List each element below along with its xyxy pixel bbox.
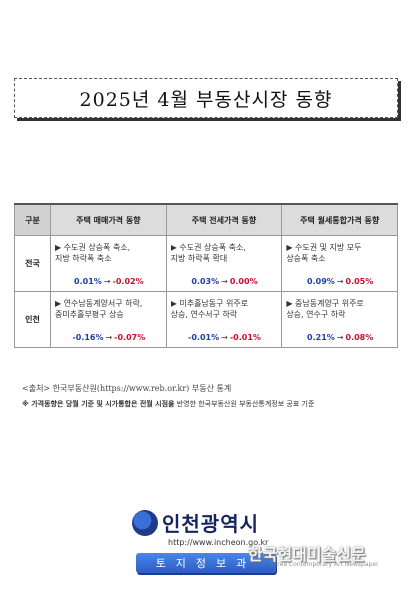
arrow-icon: → — [221, 277, 228, 286]
change-value: 0.09% → 0.05% — [286, 277, 394, 286]
change-from: 0.09% — [307, 277, 335, 286]
cell-desc: ▶ 수도권 상승폭 축소, 지방 하락폭 축소 — [55, 242, 163, 266]
cell-desc: ▶ 중남동계양구 위주로 상승, 연수구 하락 — [286, 298, 394, 322]
desc-line: 중미추홀부평구 상승 — [55, 310, 124, 319]
change-value: 0.03% → 0.00% — [171, 277, 279, 286]
table-header-row: 구분 주택 매매가격 동향 주택 전세가격 동향 주택 월세통합가격 동향 — [14, 203, 398, 236]
change-to: 0.00% — [229, 277, 258, 286]
change-value: 0.21% → 0.08% — [286, 333, 394, 342]
desc-line: 상승, 연수서구 하락 — [170, 310, 238, 319]
arrow-icon: → — [103, 277, 111, 286]
source-citation: <출처> 한국부동산원(https://www.reb.or.kr) 부동산 통… — [22, 384, 232, 393]
footnote: ※ 가격동향은 당월 기준 및 시가통합은 전월 시점을 반영한 한국부동산원 … — [22, 399, 314, 409]
cell-national-sale: ▶ 수도권 상승폭 축소, 지방 하락폭 축소 0.01% → -0.02% — [50, 235, 167, 292]
logo-url: http://www.incheon.go.kr — [168, 538, 269, 547]
change-from: -0.01% — [188, 333, 220, 342]
desc-line: 상승, 연수구 하락 — [286, 310, 346, 319]
change-to: -0.02% — [112, 277, 144, 286]
desc-line: 상승폭 축소 — [286, 254, 326, 263]
header-jeonse-price: 주택 전세가격 동향 — [165, 203, 283, 236]
header-sale-price: 주택 매매가격 동향 — [50, 203, 167, 236]
arrow-icon: → — [105, 333, 113, 342]
change-value: -0.01% → -0.01% — [171, 333, 279, 342]
page-title: 2025년 4월 부동산시장 동향 — [79, 88, 333, 111]
change-from: 0.21% — [307, 333, 335, 342]
desc-line: ▶ 수도권 상승폭 축소, — [170, 243, 246, 252]
arrow-icon: → — [336, 333, 344, 342]
desc-line: ▶ 수도권 및 지방 모두 — [286, 243, 362, 252]
desc-line: ▶ 미추홀남동구 위주로 — [170, 299, 249, 308]
footnote-prefix: ※ 가격동향은 당월 기준 — [22, 400, 95, 408]
cell-desc: ▶ 수도권 상승폭 축소, 지방 하락폭 확대 — [171, 242, 279, 266]
change-to: -0.01% — [229, 333, 261, 342]
table-row-national: 전국 ▶ 수도권 상승폭 축소, 지방 하락폭 축소 0.01% → -0.02% … — [14, 235, 398, 292]
desc-line: 지방 하락폭 축소 — [55, 254, 112, 263]
cell-incheon-jeonse: ▶ 미추홀남동구 위주로 상승, 연수서구 하락 -0.01% → -0.01% — [165, 291, 283, 348]
change-from: -0.16% — [72, 333, 104, 342]
city-emblem-icon — [132, 510, 158, 536]
arrow-icon: → — [336, 277, 344, 286]
logo-name: 인천광역시 — [162, 512, 259, 536]
department-bar: 토지정보과 — [136, 553, 276, 573]
desc-line: 지방 하락폭 확대 — [170, 254, 228, 263]
cell-national-rent: ▶ 수도권 및 지방 모두 상승폭 축소 0.09% → 0.05% — [281, 235, 398, 292]
incheon-logo: 인천광역시 http://www.incheon.go.kr 토지정보과 — [132, 508, 292, 578]
desc-line: ▶ 중남동계양구 위주로 — [286, 299, 364, 308]
footnote-mid: 및 시가통합은 전월 시점을 — [96, 400, 175, 408]
change-to: -0.07% — [114, 333, 146, 342]
watermark: 한국현대미술신문 — [248, 545, 366, 564]
change-from: 0.03% — [191, 277, 220, 286]
cell-incheon-rent: ▶ 중남동계양구 위주로 상승, 연수구 하락 0.21% → 0.08% — [281, 291, 398, 348]
cell-national-jeonse: ▶ 수도권 상승폭 축소, 지방 하락폭 확대 0.03% → 0.00% — [165, 235, 283, 292]
watermark-subtitle: Korea Contemporary Art Newspaper — [270, 561, 379, 568]
cell-desc: ▶ 연수남동계양서구 하락, 중미추홀부평구 상승 — [55, 298, 163, 322]
table-row-incheon: 인천 ▶ 연수남동계양서구 하락, 중미추홀부평구 상승 -0.16% → -0.0… — [14, 291, 398, 348]
change-from: 0.01% — [74, 277, 102, 286]
title-box: 2025년 4월 부동산시장 동향 — [14, 78, 398, 118]
arrow-icon: → — [221, 333, 228, 342]
row-label-incheon: 인천 — [14, 291, 51, 348]
row-label-national: 전국 — [14, 235, 51, 292]
footnote-suffix: 반영한 한국부동산원 부동산통계정보 공표 기준 — [174, 400, 315, 408]
header-category: 구분 — [14, 203, 51, 236]
change-value: -0.16% → -0.07% — [55, 333, 163, 342]
cell-desc: ▶ 미추홀남동구 위주로 상승, 연수서구 하락 — [171, 298, 279, 322]
change-value: 0.01% → -0.02% — [55, 277, 163, 286]
change-to: 0.08% — [345, 333, 374, 342]
cell-desc: ▶ 수도권 및 지방 모두 상승폭 축소 — [286, 242, 394, 266]
header-monthly-rent: 주택 월세통합가격 동향 — [281, 203, 398, 236]
change-to: 0.05% — [345, 277, 374, 286]
desc-line: ▶ 수도권 상승폭 축소, — [55, 243, 131, 252]
market-trend-table: 구분 주택 매매가격 동향 주택 전세가격 동향 주택 월세통합가격 동향 전국… — [14, 203, 398, 348]
desc-line: ▶ 연수남동계양서구 하락, — [55, 299, 143, 308]
cell-incheon-sale: ▶ 연수남동계양서구 하락, 중미추홀부평구 상승 -0.16% → -0.07% — [50, 291, 167, 348]
